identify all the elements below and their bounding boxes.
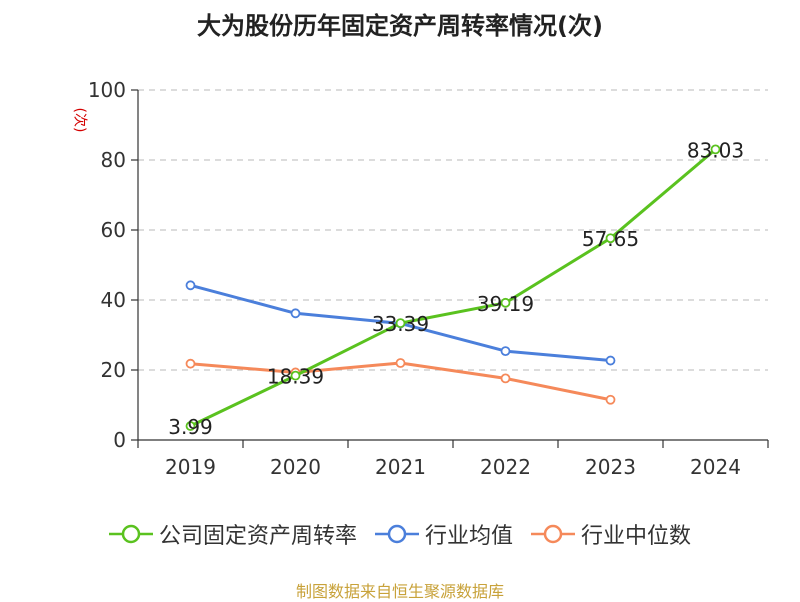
- legend-item-industry-mean[interactable]: 行业均值: [374, 518, 513, 550]
- data-label: 83.03: [687, 138, 744, 162]
- data-point: [605, 233, 616, 244]
- y-tick-label: 100: [88, 78, 126, 102]
- legend-label-industry-mean: 行业均值: [424, 524, 513, 549]
- y-tick-label: 20: [101, 358, 126, 382]
- legend-label-company: 公司固定资产周转率: [158, 524, 357, 549]
- x-tick-label: 2021: [375, 455, 426, 479]
- y-tick-label: 80: [101, 148, 126, 172]
- x-tick-label: 2020: [270, 455, 321, 479]
- data-point: [500, 297, 511, 308]
- y-tick-label: 40: [101, 288, 126, 312]
- chart-title: 大为股份历年固定资产周转率情况(次): [197, 12, 603, 40]
- data-point: [290, 370, 301, 381]
- data-point: [185, 421, 196, 431]
- data-label: 3.99: [168, 415, 213, 439]
- data-point: [605, 355, 616, 366]
- legend-marker-company: [108, 524, 153, 544]
- legend: 公司固定资产周转率 行业均值 行业中位数: [0, 518, 800, 550]
- x-tick-label: 2024: [690, 455, 741, 479]
- data-point: [605, 394, 616, 405]
- legend-marker-industry-median: [531, 524, 575, 544]
- legend-item-company[interactable]: 公司固定资产周转率: [108, 518, 357, 550]
- data-label: 57.65: [582, 227, 639, 251]
- legend-label-industry-median: 行业中位数: [581, 524, 692, 549]
- x-tick-label: 2022: [480, 455, 531, 479]
- y-tick-label: 0: [113, 428, 126, 452]
- data-point: [500, 346, 511, 357]
- data-label: 18.39: [267, 365, 324, 389]
- data-label: 39.19: [477, 292, 534, 316]
- x-tick-label: 2023: [585, 455, 636, 479]
- legend-item-industry-median[interactable]: 行业中位数: [531, 518, 691, 550]
- y-tick-label: 60: [101, 218, 126, 242]
- data-point: [710, 144, 721, 155]
- data-label: 33.39: [372, 312, 429, 336]
- data-point: [290, 308, 301, 319]
- data-point: [395, 358, 406, 368]
- data-point: [185, 280, 196, 291]
- series-line: [189, 148, 717, 428]
- data-point: [185, 358, 196, 369]
- legend-marker-industry-mean: [374, 524, 419, 544]
- data-point: [500, 373, 511, 384]
- data-source-note: 制图数据来自恒生聚源数据库: [295, 582, 504, 601]
- x-tick-label: 2019: [165, 455, 216, 479]
- data-point: [395, 318, 406, 329]
